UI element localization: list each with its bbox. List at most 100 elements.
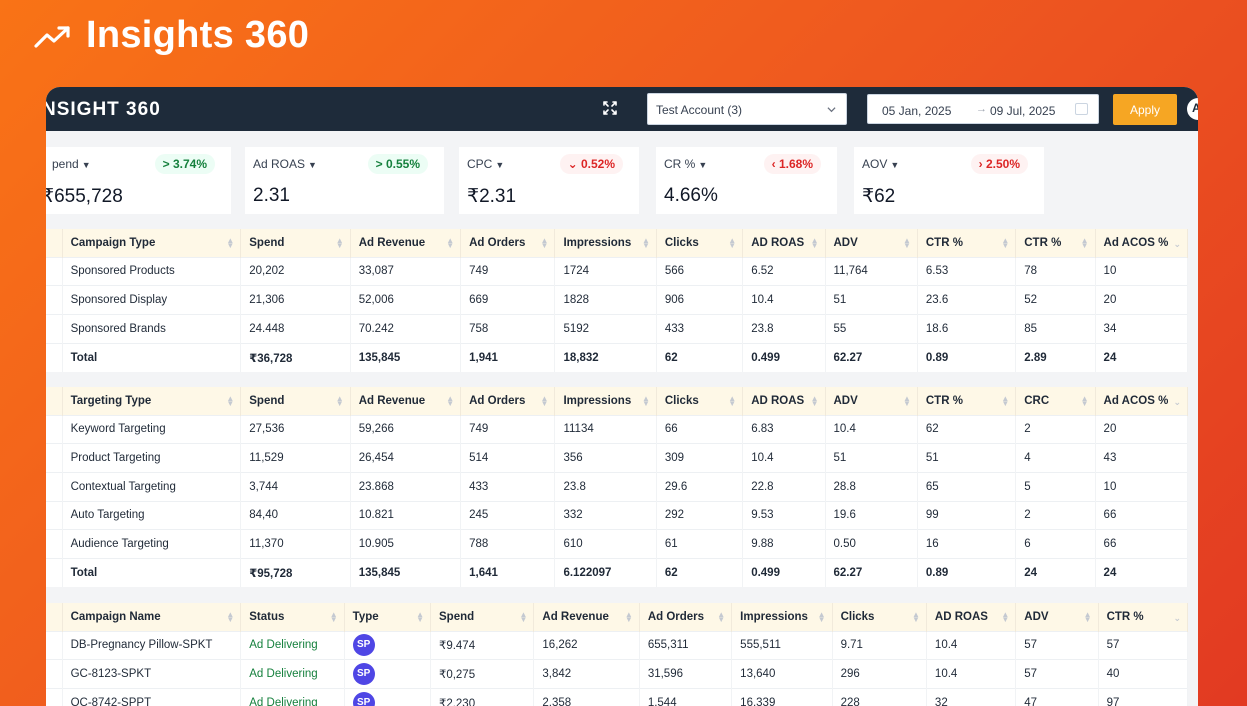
table-row[interactable]: Sponsored Brands 24.448 70.242 758 5192 433 23… [46, 313, 1189, 344]
sort-icon[interactable]: ▲ ▼ [1080, 236, 1089, 250]
sort-icon[interactable]: ▲ ▼ [641, 394, 650, 408]
column-header[interactable]: ADV ▲ ▼ [825, 387, 918, 415]
column-header[interactable]: CRC ▲ ▼ [1015, 387, 1096, 415]
column-header[interactable]: Targeting Type ▲ ▼ [62, 387, 242, 415]
column-header[interactable]: Impressions ▲ ▼ [554, 229, 657, 257]
sort-icon[interactable]: ▲ ▼ [902, 394, 911, 408]
column-header[interactable]: Ad Orders ▲ ▼ [460, 229, 556, 257]
column-header[interactable]: Clicks ▲ ▼ [832, 603, 927, 631]
column-header[interactable]: ADV ▲ ▼ [825, 229, 918, 257]
sort-icon[interactable]: ▲ ▼ [624, 610, 633, 624]
sort-icon[interactable]: ▲ ▼ [540, 236, 549, 250]
sort-icon[interactable]: ▲ ▼ [446, 236, 455, 250]
table-row[interactable]: GC-8123-SPKT Ad Delivering SP ₹0,275 3,842 31… [46, 659, 1189, 689]
fullscreen-icon[interactable] [602, 100, 618, 116]
column-header[interactable]: Spend ▲ ▼ [430, 603, 535, 631]
row-checkbox[interactable] [46, 342, 63, 372]
select-all-checkbox[interactable] [46, 603, 63, 631]
row-checkbox[interactable] [46, 529, 63, 559]
column-header[interactable]: Status ▲ ▼ [240, 603, 345, 631]
sort-icon[interactable]: ▲ ▼ [1001, 394, 1010, 408]
sort-icon[interactable]: ▲ ▼ [446, 394, 455, 408]
sort-icon[interactable]: ▲ ▼ [817, 610, 826, 624]
row-checkbox[interactable] [46, 414, 63, 444]
kpi-card-cr[interactable]: CR % ▼ 4.66% ‹ 1.68% [656, 147, 837, 214]
column-header[interactable]: CTR % ▲ ▼ [917, 387, 1017, 415]
sort-icon[interactable]: ▲ ▼ [519, 610, 528, 624]
row-checkbox[interactable] [46, 313, 63, 344]
column-header[interactable]: Clicks ▲ ▼ [656, 387, 744, 415]
column-header[interactable]: Spend ▲ ▼ [240, 387, 351, 415]
row-checkbox[interactable] [46, 557, 63, 588]
sort-icon[interactable]: ▲ ▼ [728, 236, 737, 250]
sort-icon[interactable]: ▲ ▼ [641, 236, 650, 250]
sort-icon[interactable]: ▲ ▼ [226, 394, 235, 408]
column-header[interactable]: CTR % ▲ ▼ [1015, 229, 1096, 257]
column-header[interactable]: AD ROAS ▲ ▼ [742, 229, 826, 257]
table-row[interactable]: Keyword Targeting 27,536 59,266 749 11134 66 6… [46, 414, 1189, 444]
sort-icon[interactable]: ▲ ▼ [335, 394, 344, 408]
avatar[interactable]: A [1187, 98, 1198, 120]
row-checkbox[interactable] [46, 471, 63, 502]
sort-icon[interactable]: ▲ ▼ [912, 610, 920, 624]
sort-icon[interactable]: ▲ ▼ [540, 394, 549, 408]
row-checkbox[interactable] [46, 659, 63, 689]
sort-icon[interactable]: ▲ ▼ [717, 610, 726, 624]
column-header[interactable]: Ad Revenue ▲ ▼ [350, 229, 462, 257]
sort-icon[interactable]: ▲ ▼ [810, 394, 819, 408]
column-header[interactable]: AD ROAS ▲ ▼ [742, 387, 826, 415]
sort-icon[interactable]: ▲ ▼ [810, 236, 819, 250]
sort-icon[interactable]: ▲ ▼ [226, 610, 235, 624]
column-header[interactable]: AD ROAS ▲ ▼ [926, 603, 1017, 631]
chevron-down-icon[interactable]: ⌄ [1173, 239, 1181, 249]
kpi-card-spend[interactable]: pend ▼ ₹655,728 > 3.74% [46, 147, 231, 214]
column-header[interactable]: ADV ▲ ▼ [1015, 603, 1099, 631]
column-header[interactable]: Type ▲ ▼ [344, 603, 432, 631]
row-checkbox[interactable] [46, 687, 63, 706]
column-header[interactable]: CTR % ⌄ [1098, 603, 1189, 631]
column-header[interactable]: Impressions ▲ ▼ [731, 603, 833, 631]
sort-icon[interactable]: ▲ ▼ [329, 610, 338, 624]
table-row[interactable]: Auto Targeting 84,40 10.821 245 332 292 9.53 19… [46, 500, 1189, 530]
table-row[interactable]: Audience Targeting 11,370 10.905 788 610 61 9.… [46, 529, 1189, 559]
table-row[interactable]: Sponsored Products 20,202 33,087 749 1724 566… [46, 256, 1189, 286]
chevron-down-icon[interactable]: ⌄ [1173, 613, 1181, 623]
apply-button[interactable]: Apply [1113, 94, 1177, 125]
column-header[interactable]: Campaign Type ▲ ▼ [62, 229, 242, 257]
table-row[interactable]: Sponsored Display 21,306 52,006 669 1828 906 1… [46, 285, 1189, 315]
date-range-picker[interactable]: 05 Jan, 2025 → 09 Jul, 2025 [867, 94, 1099, 124]
row-checkbox[interactable] [46, 256, 63, 286]
row-checkbox[interactable] [46, 630, 63, 660]
column-header[interactable]: Ad Orders ▲ ▼ [460, 387, 556, 415]
column-header[interactable]: Spend ▲ ▼ [240, 229, 351, 257]
column-header[interactable]: Ad Orders ▲ ▼ [639, 603, 733, 631]
table-row[interactable]: Product Targeting 11,529 26,454 514 356 309 10… [46, 443, 1189, 473]
table-row[interactable]: DB-Pregnancy Pillow-SPKT Ad Delivering SP ₹… [46, 630, 1189, 660]
column-header[interactable]: Impressions ▲ ▼ [554, 387, 657, 415]
sort-icon[interactable]: ▲ ▼ [1001, 236, 1010, 250]
kpi-card-aov[interactable]: AOV ▼ ₹62 › 2.50% [854, 147, 1044, 214]
sort-icon[interactable]: ▲ ▼ [1001, 610, 1010, 624]
column-header[interactable]: Clicks ▲ ▼ [656, 229, 744, 257]
select-all-checkbox[interactable] [46, 229, 63, 257]
select-all-checkbox[interactable] [46, 387, 63, 415]
sort-icon[interactable]: ▲ ▼ [1083, 610, 1092, 624]
sort-icon[interactable]: ▲ ▼ [226, 236, 235, 250]
column-header[interactable]: CTR % ▲ ▼ [917, 229, 1017, 257]
table-row[interactable]: Total ₹36,728 135,845 1,941 18,832 62 0.499 62.… [46, 342, 1189, 372]
table-row[interactable]: OC-8742-SPPT Ad Delivering SP ₹2,230 2,358 1,… [46, 687, 1189, 706]
row-checkbox[interactable] [46, 500, 63, 530]
kpi-card-ad-roas[interactable]: Ad ROAS ▼ 2.31 > 0.55% [245, 147, 444, 214]
sort-icon[interactable]: ▲ ▼ [728, 394, 737, 408]
sort-icon[interactable]: ▲ ▼ [902, 236, 911, 250]
column-header[interactable]: Ad Revenue ▲ ▼ [533, 603, 640, 631]
sort-icon[interactable]: ▲ ▼ [416, 610, 424, 624]
sort-icon[interactable]: ▲ ▼ [1080, 394, 1089, 408]
column-header[interactable]: Ad ACOS % ⌄ [1095, 387, 1189, 415]
row-checkbox[interactable] [46, 443, 63, 473]
table-row[interactable]: Contextual Targeting 3,744 23.868 433 23.8 29… [46, 471, 1189, 502]
kpi-card-cpc[interactable]: CPC ▼ ₹2.31 ⌄ 0.52% [459, 147, 639, 214]
table-row[interactable]: Total ₹95,728 135,845 1,641 6.122097 62 0.499 6… [46, 557, 1189, 588]
column-header[interactable]: Campaign Name ▲ ▼ [62, 603, 242, 631]
column-header[interactable]: Ad Revenue ▲ ▼ [350, 387, 462, 415]
